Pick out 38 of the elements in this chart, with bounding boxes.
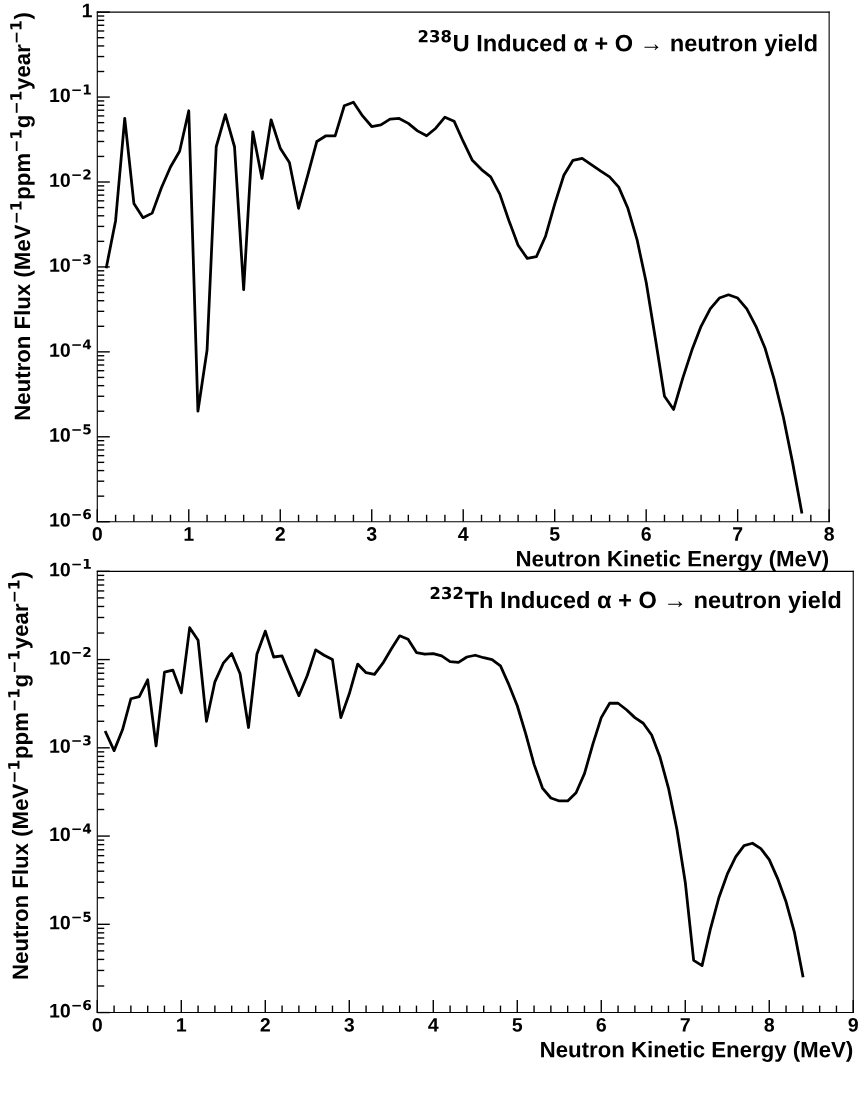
x-tick-label: 3 bbox=[344, 1017, 354, 1032]
y-tick-label: 10$^{−1}$ bbox=[50, 558, 91, 577]
text: Neutron Flux (MeV$^{−1}$ppm$^{−1}$g$^{−1}$year$^{−1}$) bbox=[8, 572, 33, 979]
x-tick-label: 4 bbox=[428, 1018, 439, 1032]
x-tick-label: 3 bbox=[366, 527, 377, 541]
y-tick-label: 10$^{−5}$ bbox=[50, 911, 91, 930]
y-tick-label: 10$^{−4}$ bbox=[50, 823, 92, 842]
x-axis-title: Neutron Kinetic Energy (MeV) bbox=[517, 550, 829, 572]
y-tick-label: 10$^{−5}$ bbox=[50, 424, 91, 442]
x-tick-label: 5 bbox=[549, 527, 560, 541]
x-tick-label: 0 bbox=[92, 1017, 102, 1032]
x-tick-label: 6 bbox=[596, 1017, 606, 1032]
y-tick-label: 10$^{−3}$ bbox=[50, 254, 91, 272]
x-tick-label: 6 bbox=[641, 527, 651, 541]
x-tick-label: 4 bbox=[458, 527, 469, 541]
x-tick-label: 9 bbox=[848, 1017, 858, 1032]
x-tick-label: 8 bbox=[764, 1017, 775, 1032]
x-tick-label: 2 bbox=[260, 1017, 270, 1032]
y-tick-label: 10$^{−6}$ bbox=[50, 509, 92, 527]
x-tick-label: 1 bbox=[184, 527, 194, 541]
x-tick-label: 1 bbox=[177, 1018, 187, 1032]
y-tick-label: 10$^{−2}$ bbox=[50, 169, 91, 188]
y-tick-label: 10$^{−2}$ bbox=[50, 646, 91, 665]
annotation: $^{238}$U Induced α + O → neutron yield bbox=[418, 29, 817, 57]
y-tick-label: 1 bbox=[82, 3, 92, 18]
x-tick-label: 0 bbox=[92, 527, 102, 541]
x-tick-label: 5 bbox=[512, 1018, 523, 1032]
x-tick-label: 2 bbox=[275, 527, 285, 541]
x-tick-label: 7 bbox=[733, 527, 743, 541]
text: Neutron Flux (MeV$^{−1}$ppm$^{−1}$g$^{−1}$year$^{−1}$) bbox=[10, 13, 35, 420]
annotation: $^{232}$Th Induced α + O → neutron yield bbox=[430, 586, 841, 613]
x-tick-label: 7 bbox=[680, 1018, 690, 1032]
y-tick-label: 10$^{−6}$ bbox=[50, 999, 92, 1018]
y-tick-label: 10$^{−1}$ bbox=[50, 84, 91, 103]
x-tick-label: 8 bbox=[824, 527, 834, 541]
y-tick-label: 10$^{−3}$ bbox=[50, 735, 91, 753]
y-tick-label: 10$^{−4}$ bbox=[50, 339, 92, 357]
x-axis-title: Neutron Kinetic Energy (MeV) bbox=[541, 1041, 853, 1062]
